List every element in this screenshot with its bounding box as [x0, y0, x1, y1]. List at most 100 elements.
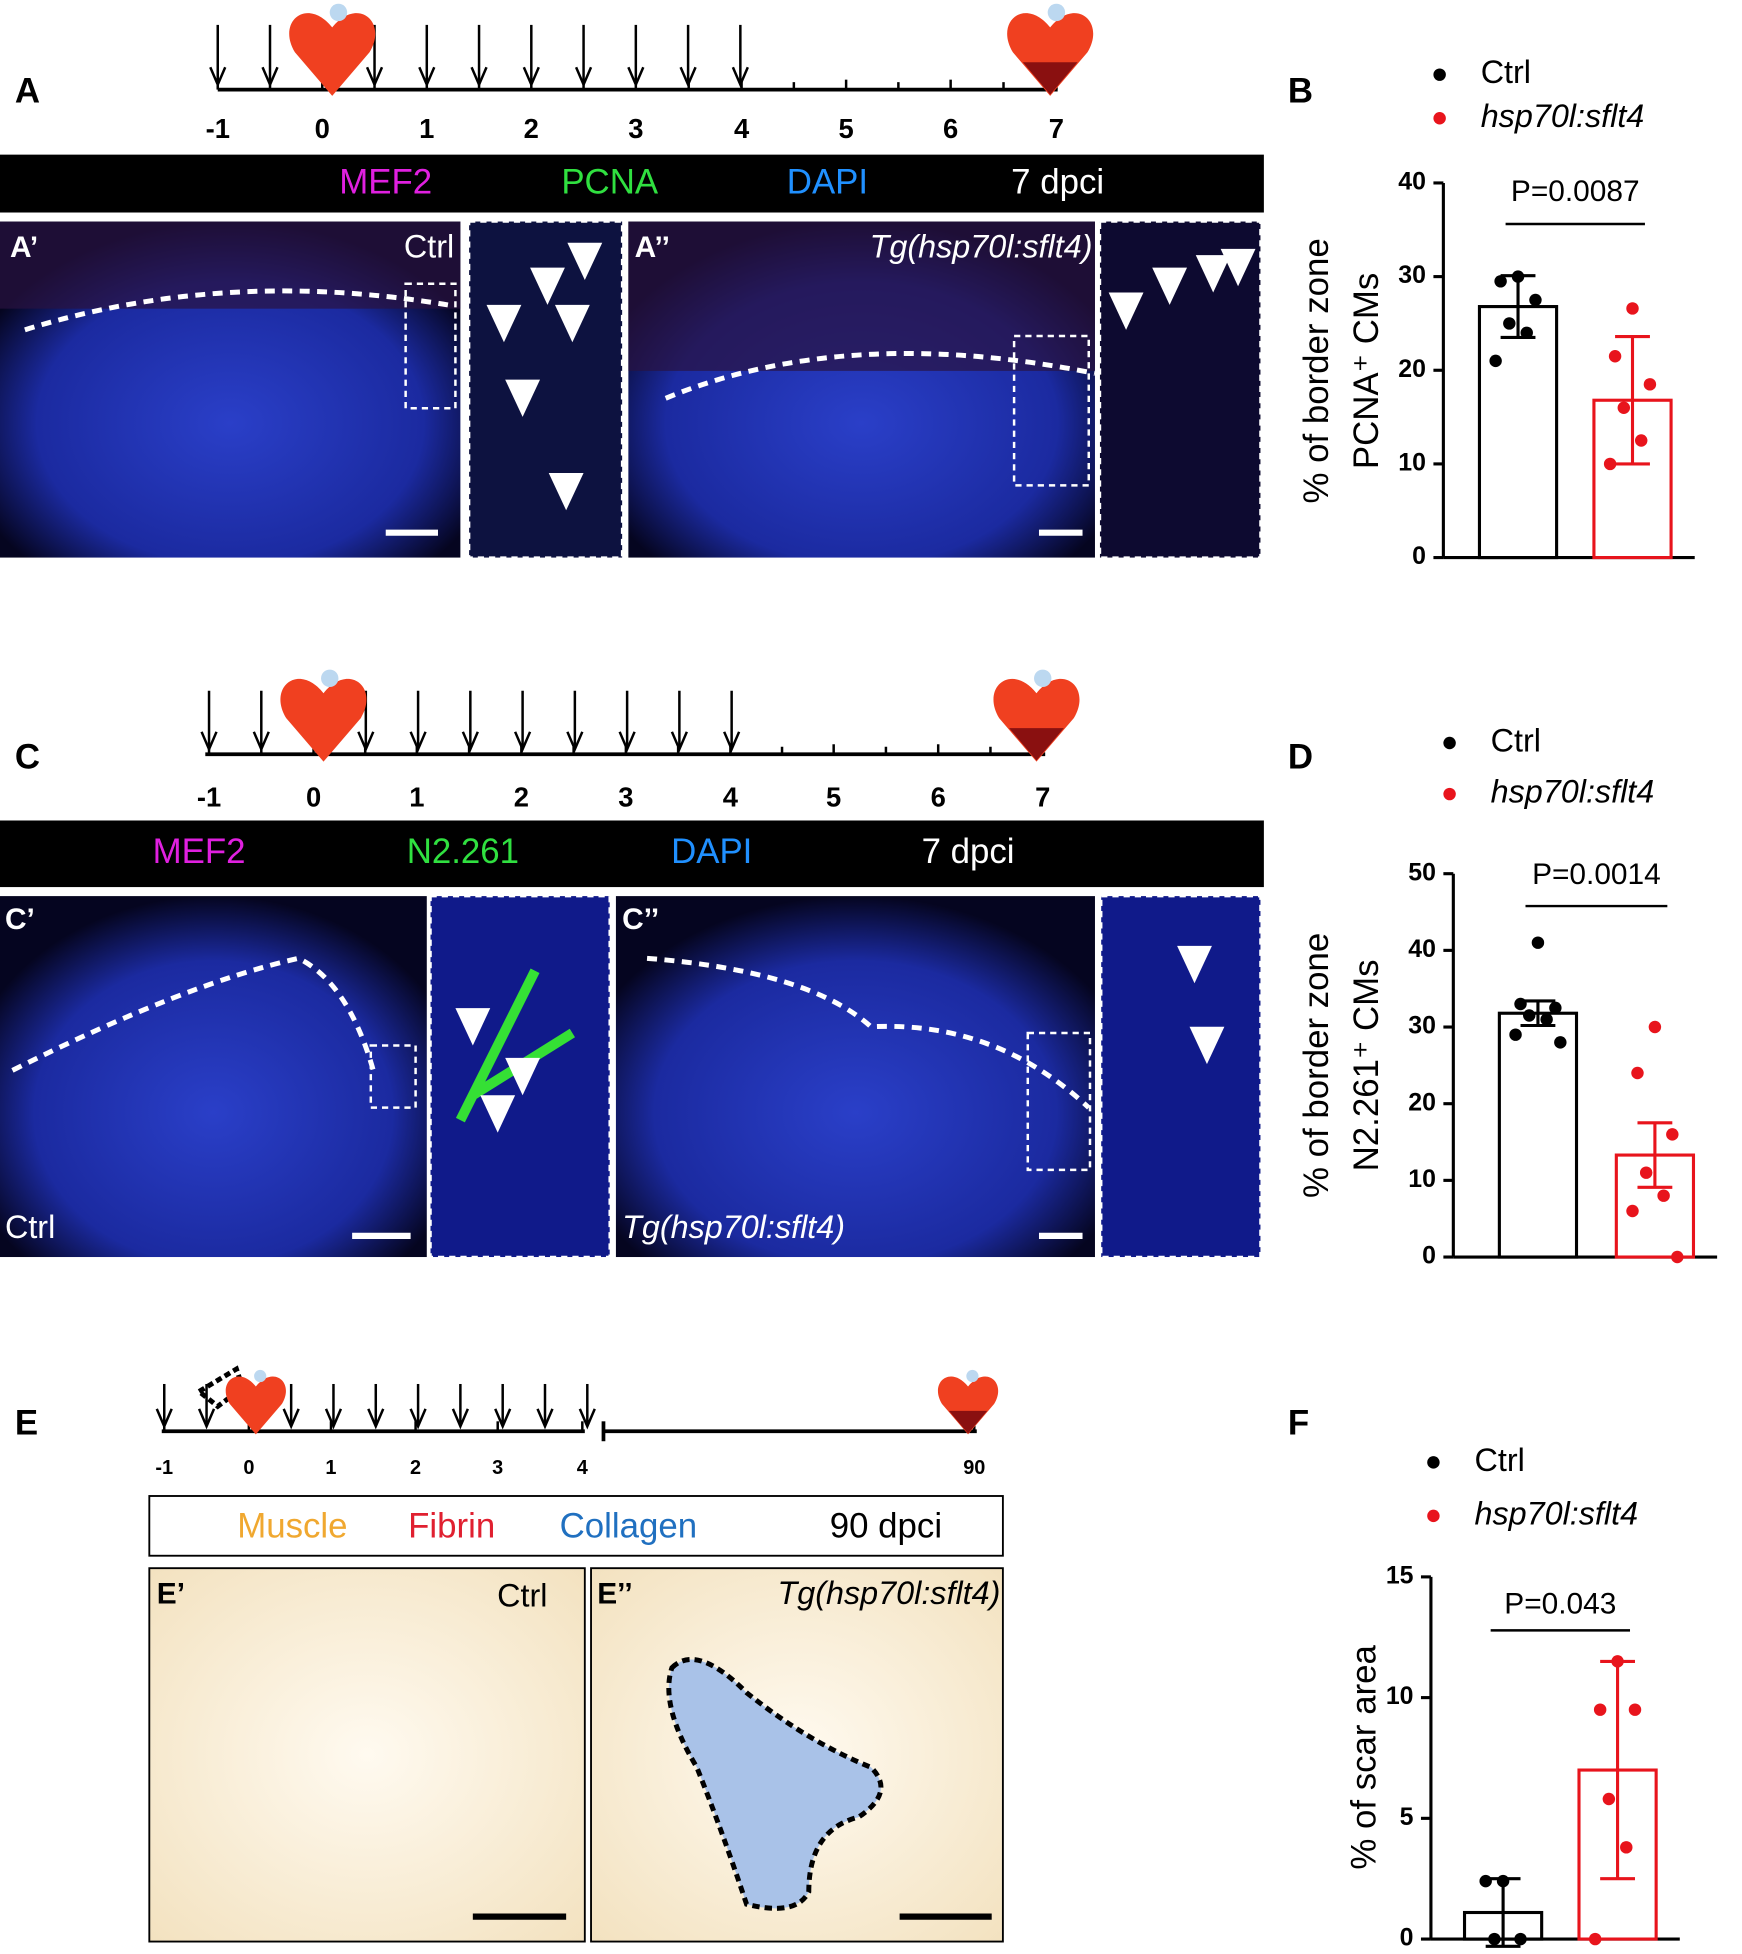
injection-arrowhead: [155, 1408, 173, 1430]
y-tick-label: 20: [1398, 355, 1426, 383]
legend-label: Ctrl: [1474, 1442, 1524, 1478]
timeline-label: 0: [315, 113, 330, 144]
panel-letter: D: [1288, 737, 1313, 776]
heart-icon: [289, 13, 376, 96]
heart-scar: [1022, 62, 1078, 95]
y-tick-label: 30: [1408, 1012, 1436, 1040]
injection-arrowhead: [679, 66, 697, 88]
data-point: [1488, 1932, 1501, 1946]
injection-arrowhead: [578, 1408, 596, 1430]
data-point: [1509, 1028, 1522, 1041]
injection-arrowhead: [252, 731, 270, 753]
data-point: [1603, 457, 1617, 471]
p-value: P=0.043: [1504, 1587, 1616, 1620]
data-point: [1520, 326, 1533, 340]
y-tick-label: 0: [1400, 1924, 1414, 1952]
injection-arrowhead: [574, 66, 593, 88]
data-point: [1611, 1655, 1624, 1668]
injection-arrowhead: [522, 66, 540, 88]
timeline-label: 3: [492, 1457, 503, 1479]
data-point: [1489, 354, 1502, 368]
timeline-label: 7: [1049, 113, 1064, 144]
injection-arrowhead: [618, 731, 636, 753]
stain-bar: [148, 1495, 1004, 1557]
data-point: [1540, 1013, 1553, 1026]
injection-arrowhead: [494, 1408, 512, 1430]
timeline-label: 3: [618, 781, 633, 812]
panel-letter: E: [15, 1403, 38, 1442]
border-line: [664, 350, 1096, 401]
heart-icon-top: [966, 1369, 979, 1383]
data-point: [1671, 1250, 1684, 1264]
injection-arrowhead: [324, 1408, 343, 1430]
legend-marker: [1443, 736, 1456, 750]
arrowhead-marker: [1220, 248, 1256, 287]
inset-box: [1012, 334, 1090, 487]
heart-icon-top: [254, 1369, 267, 1383]
stain-label: PCNA: [561, 162, 659, 201]
bar: [1477, 305, 1559, 560]
injection-arrowhead: [513, 731, 532, 753]
legend-label: hsp70l:sflt4: [1491, 774, 1655, 810]
legend-label: hsp70l:sflt4: [1481, 98, 1645, 134]
error-bar: [1637, 1121, 1673, 1189]
image-group-label: Tg(hsp70l:sflt4): [870, 228, 1093, 264]
arrowhead-marker: [486, 304, 522, 343]
injection-arrowhead: [731, 66, 749, 88]
timeline-label: 6: [943, 113, 958, 144]
data-point: [1494, 275, 1507, 288]
y-axis-label: N2.261⁺ CMs: [1347, 959, 1386, 1171]
timeline-label: 90: [963, 1457, 985, 1479]
injection-arrowhead: [409, 1408, 427, 1430]
stain-label: DAPI: [671, 832, 752, 871]
data-point: [1608, 349, 1622, 363]
y-tick-label: 20: [1408, 1088, 1436, 1116]
panel-letter: B: [1288, 72, 1313, 111]
injection-arrowhead: [357, 731, 375, 753]
panel-letter: F: [1288, 1403, 1309, 1442]
arrowhead-marker: [1189, 1026, 1225, 1065]
timeline-label: 2: [524, 113, 539, 144]
border-line: [24, 288, 449, 333]
injection-arrowhead: [461, 731, 479, 753]
image-group-label: Ctrl: [497, 1578, 547, 1614]
data-point: [1634, 434, 1648, 447]
timeline-label: 4: [734, 113, 750, 144]
heart-icon-top: [321, 669, 339, 688]
timeline-label: 5: [839, 113, 854, 144]
stain-label: MEF2: [153, 832, 246, 871]
arrowhead-marker: [530, 267, 565, 305]
inset-box: [404, 282, 457, 410]
stain-label: Collagen: [560, 1507, 697, 1546]
timeline-label: 7: [1035, 781, 1050, 812]
data-point: [1657, 1189, 1670, 1202]
timeline-label: 1: [419, 113, 434, 144]
y-axis-label: % of scar area: [1344, 1644, 1383, 1869]
timeline-label: 5: [826, 781, 841, 812]
data-point: [1602, 1792, 1616, 1806]
error-bar: [1520, 999, 1556, 1028]
stain-label: 90 dpci: [830, 1507, 942, 1546]
legend-label: Ctrl: [1491, 723, 1541, 759]
y-tick-label: 40: [1408, 935, 1436, 963]
panel-letter: C: [15, 737, 40, 776]
data-point: [1617, 401, 1631, 414]
arrowhead-marker: [554, 304, 590, 343]
arrowhead-marker: [567, 242, 603, 281]
data-point: [1503, 317, 1516, 330]
y-tick-label: 5: [1400, 1803, 1414, 1831]
arrowhead-marker: [505, 1057, 541, 1096]
y-axis-label: PCNA⁺ CMs: [1347, 273, 1386, 469]
arrowhead-marker: [1152, 267, 1188, 305]
injection-arrowhead: [470, 66, 488, 88]
image-panel-label: E’’: [597, 1577, 632, 1610]
timeline-label: -1: [197, 781, 221, 812]
image-group-label: Tg(hsp70l:sflt4): [778, 1575, 1001, 1611]
y-tick-label: 30: [1398, 261, 1426, 289]
data-point: [1479, 1874, 1492, 1888]
timeline-label: 1: [325, 1457, 336, 1479]
legend-label: hsp70l:sflt4: [1474, 1495, 1638, 1531]
stain-label: N2.261: [407, 832, 519, 871]
image-panel-label: C’’: [622, 903, 659, 936]
injection-arrowhead: [723, 731, 741, 753]
